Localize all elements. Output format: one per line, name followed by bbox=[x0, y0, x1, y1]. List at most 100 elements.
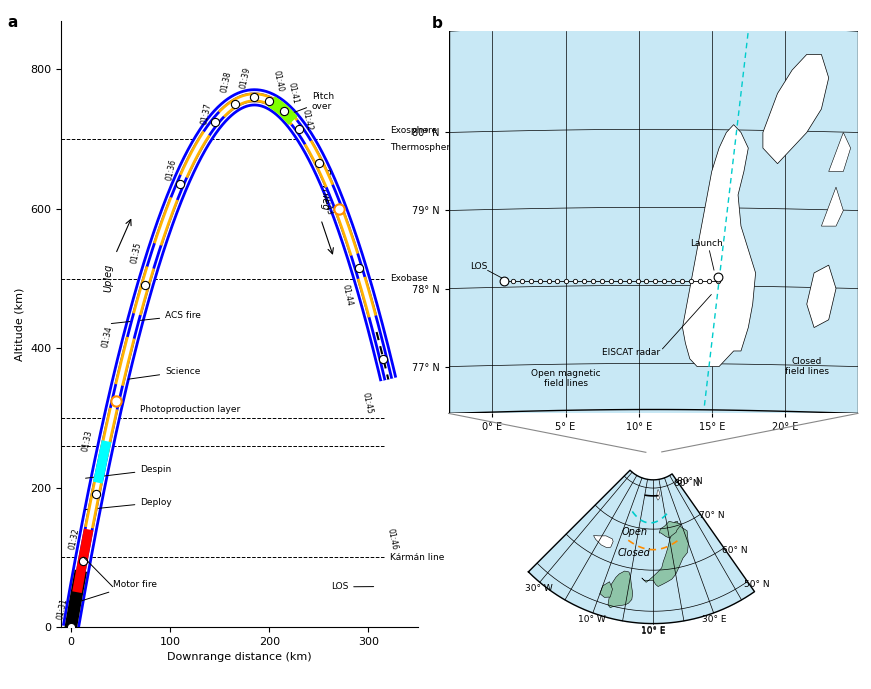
Point bbox=[692, 275, 706, 286]
Point bbox=[568, 275, 582, 286]
Polygon shape bbox=[608, 571, 632, 608]
Text: 80° N: 80° N bbox=[673, 480, 699, 489]
Text: 01:42: 01:42 bbox=[301, 109, 314, 132]
Text: Open magnetic
field lines: Open magnetic field lines bbox=[530, 369, 600, 388]
Text: Thermosphere: Thermosphere bbox=[390, 143, 456, 152]
Polygon shape bbox=[593, 535, 613, 548]
Text: 30° E: 30° E bbox=[702, 615, 726, 624]
Point bbox=[658, 275, 672, 286]
Text: LOS: LOS bbox=[470, 262, 488, 271]
Text: Upleg: Upleg bbox=[104, 263, 113, 291]
Point bbox=[604, 275, 618, 286]
Point bbox=[109, 395, 123, 407]
Text: 01:34: 01:34 bbox=[100, 325, 113, 348]
Point bbox=[376, 353, 390, 364]
Point bbox=[523, 275, 537, 286]
Text: Closed
field lines: Closed field lines bbox=[785, 357, 829, 376]
Point bbox=[64, 621, 78, 633]
Text: 70° N: 70° N bbox=[699, 511, 725, 520]
Text: Deploy: Deploy bbox=[85, 498, 172, 510]
Text: 10° E: 10° E bbox=[641, 627, 665, 636]
Point bbox=[702, 275, 716, 286]
Text: 10° E: 10° E bbox=[641, 626, 665, 635]
Text: EISCAT radar: EISCAT radar bbox=[602, 348, 660, 357]
Text: 01:44: 01:44 bbox=[341, 283, 354, 307]
Text: 01:46: 01:46 bbox=[385, 527, 399, 551]
Point bbox=[639, 275, 653, 286]
Text: Exobase: Exobase bbox=[390, 274, 428, 283]
Polygon shape bbox=[657, 490, 660, 500]
Text: 01:32: 01:32 bbox=[67, 527, 81, 551]
Point bbox=[506, 275, 520, 286]
Point bbox=[613, 275, 627, 286]
Point bbox=[684, 275, 698, 286]
Polygon shape bbox=[683, 125, 755, 367]
Polygon shape bbox=[600, 582, 612, 597]
Point bbox=[648, 275, 662, 286]
Point bbox=[577, 275, 591, 286]
Text: Photoproduction layer: Photoproduction layer bbox=[140, 405, 240, 414]
Point bbox=[550, 275, 564, 286]
Point bbox=[208, 116, 222, 127]
Point bbox=[292, 123, 306, 134]
Point bbox=[675, 275, 689, 286]
Text: 01:41: 01:41 bbox=[287, 81, 300, 104]
Text: Motor fire: Motor fire bbox=[78, 579, 157, 601]
Point bbox=[332, 204, 346, 215]
Point bbox=[622, 275, 636, 286]
Point bbox=[595, 275, 609, 286]
Point bbox=[262, 95, 276, 106]
Text: 01:37: 01:37 bbox=[199, 102, 213, 125]
Point bbox=[559, 275, 573, 286]
Text: Exosphere: Exosphere bbox=[390, 126, 437, 135]
Polygon shape bbox=[529, 470, 754, 624]
Polygon shape bbox=[763, 54, 828, 164]
Text: 01:33: 01:33 bbox=[80, 429, 94, 453]
Point bbox=[277, 105, 291, 116]
Text: 01:43: 01:43 bbox=[321, 192, 334, 216]
Point bbox=[515, 275, 529, 286]
Point bbox=[138, 279, 152, 290]
Point bbox=[631, 275, 645, 286]
Text: 01:35: 01:35 bbox=[130, 241, 144, 265]
Text: 01:38: 01:38 bbox=[219, 71, 233, 94]
Point bbox=[332, 204, 346, 215]
Point bbox=[76, 555, 90, 566]
Polygon shape bbox=[642, 521, 688, 586]
Point bbox=[497, 275, 511, 286]
Text: Launch: Launch bbox=[690, 238, 723, 247]
X-axis label: Downrange distance (km): Downrange distance (km) bbox=[167, 652, 312, 662]
Polygon shape bbox=[821, 187, 843, 226]
Text: 01:45: 01:45 bbox=[361, 391, 374, 414]
Text: 01:36: 01:36 bbox=[165, 158, 178, 181]
Text: Downleg: Downleg bbox=[320, 168, 330, 211]
Polygon shape bbox=[807, 265, 836, 327]
Point bbox=[666, 275, 680, 286]
Text: Despin: Despin bbox=[85, 465, 172, 478]
Text: 10° W: 10° W bbox=[578, 615, 606, 624]
Y-axis label: Altitude (km): Altitude (km) bbox=[15, 287, 24, 360]
Point bbox=[89, 488, 103, 499]
Text: 01:39: 01:39 bbox=[239, 65, 253, 89]
Text: a: a bbox=[8, 14, 17, 30]
Text: Closed: Closed bbox=[618, 548, 651, 558]
Point bbox=[312, 157, 326, 168]
Text: Open: Open bbox=[622, 527, 647, 537]
Text: 80° N: 80° N bbox=[677, 477, 702, 486]
Text: Science: Science bbox=[128, 367, 200, 379]
Text: Kármán line: Kármán line bbox=[390, 553, 445, 562]
Point bbox=[173, 179, 187, 190]
Point bbox=[711, 275, 725, 286]
Point bbox=[533, 275, 547, 286]
Point bbox=[109, 395, 123, 407]
Point bbox=[542, 275, 556, 286]
Text: LOS: LOS bbox=[331, 582, 374, 591]
Text: 01:40: 01:40 bbox=[271, 70, 285, 93]
Point bbox=[352, 263, 366, 274]
Text: 60° N: 60° N bbox=[721, 546, 747, 555]
Polygon shape bbox=[659, 522, 681, 538]
Text: 30° W: 30° W bbox=[524, 584, 552, 593]
Text: 01:31: 01:31 bbox=[56, 597, 69, 620]
Polygon shape bbox=[828, 132, 851, 172]
Point bbox=[247, 92, 261, 103]
